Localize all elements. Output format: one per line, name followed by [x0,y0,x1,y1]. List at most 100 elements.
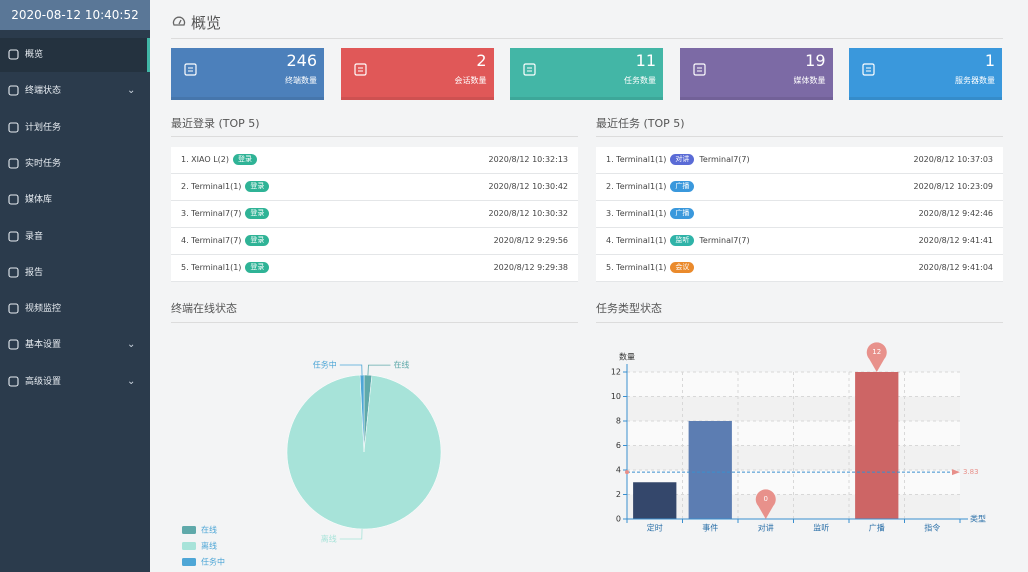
x-tick-label: 监听 [813,523,829,533]
menu-item[interactable]: 视频监控 [0,292,150,326]
legend-label: 任务中 [201,557,225,567]
table-row: 3. Terminal1(1) 广播 2020/8/12 9:42:46 [596,201,1003,228]
y-tick-label: 4 [616,466,621,475]
menu-item[interactable]: 实时任务 [0,147,150,181]
terminal-name: 2. Terminal1(1) [181,182,242,191]
card-label: 服务器数量 [955,76,995,85]
card-value: 1 [984,51,995,70]
menu-icon [8,376,19,387]
slice-label: 任务中 [313,360,337,370]
menu-icon [8,339,19,350]
tag: 监听 [670,235,695,246]
terminal-name: 2. Terminal1(1) [606,182,667,191]
x-tick-label: 事件 [702,523,718,533]
card-icon [184,63,197,76]
tag: 对讲 [670,154,695,165]
table-row: 4. Terminal7(7) 登录 2020/8/12 9:29:56 [171,228,578,255]
chevron: ⌄ [127,339,136,351]
section-title: 最近任务 (TOP 5) [596,117,685,130]
menu-label: 实时任务 [25,158,62,169]
row-time: 2020/8/12 10:37:03 [913,155,994,164]
table-row: 2. Terminal1(1) 广播 2020/8/12 10:23:09 [596,174,1003,201]
menu-item[interactable]: 基本设置 ⌄ [0,328,150,362]
menu-item[interactable]: 录音 [0,220,150,254]
x-tick-label: 对讲 [758,523,774,533]
stat-card: 1 服务器数量 [849,48,1002,100]
row-name: 5. Terminal1(1) 登录 [181,255,270,281]
card-icon [523,63,536,76]
tag: 登录 [245,235,270,246]
terminal-name: 5. Terminal1(1) [606,263,667,272]
row-name: 4. Terminal1(1) 监听 Terminal7(7) [606,228,750,254]
menu-item[interactable]: 概览 [0,38,150,72]
menu-icon [8,49,19,60]
menu-label: 终端状态 [25,86,62,97]
tag: 登录 [245,208,270,219]
table-row: 1. Terminal1(1) 对讲 Terminal7(7) 2020/8/12 1… [596,147,1003,174]
terminal-name: 1. XIAO L(2) [181,155,229,164]
x-tick-label: 指令 [924,523,940,533]
card-value: 11 [635,51,656,70]
card-label: 会话数量 [454,76,487,85]
terminal-name: 5. Terminal1(1) [181,263,242,272]
menu-label: 录音 [25,231,44,242]
pie-slice [286,374,442,530]
table-row: 4. Terminal1(1) 监听 Terminal7(7) 2020/8/12 9… [596,228,1003,255]
row-name: 3. Terminal7(7) 登录 [181,201,270,227]
menu-icon [8,194,19,205]
bar [633,482,677,519]
legend-label: 在线 [201,525,217,535]
y-tick-label: 12 [611,368,621,377]
tag: 广播 [670,181,695,192]
average-arrow [952,469,960,476]
table-row: 3. Terminal7(7) 登录 2020/8/12 10:30:32 [171,201,578,228]
row-name: 4. Terminal7(7) 登录 [181,228,270,254]
mark-pin [866,342,887,372]
target-name: Terminal7(7) [699,155,750,164]
card-value: 246 [286,51,317,70]
row-time: 2020/8/12 10:30:32 [488,209,569,218]
page-title: 概览 [191,14,222,32]
chart-title: 任务类型状态 [596,301,662,315]
x-axis-label: 类型 [970,514,986,524]
card-icon [353,63,367,76]
stat-card: 19 媒体数量 [679,48,833,100]
x-tick-label: 定时 [647,523,663,533]
menu-item[interactable]: 计划任务 [0,111,150,145]
header-icon [172,16,186,26]
menu-icon [8,85,19,96]
y-tick-label: 2 [616,490,621,499]
row-time: 2020/8/12 9:29:56 [493,236,568,245]
menu-item[interactable]: 报告 [0,256,150,290]
row-name: 5. Terminal1(1) 会议 [606,255,695,281]
tag: 登录 [245,262,270,273]
bar [855,372,899,519]
chevron: ⌄ [127,375,136,387]
table-row: 5. Terminal1(1) 登录 2020/8/12 9:29:38 [171,255,578,282]
terminal-name: 3. Terminal7(7) [181,209,242,218]
average-label: 3.83 [963,468,979,476]
row-time: 2020/8/12 10:30:42 [488,182,569,191]
table-row: 1. XIAO L(2) 登录 2020/8/12 10:32:13 [171,147,578,174]
row-name: 3. Terminal1(1) 广播 [606,201,695,227]
card-value: 2 [476,51,487,70]
slice-label: 离线 [321,533,337,543]
label-line [367,364,391,376]
table-row: 5. Terminal1(1) 会议 2020/8/12 9:41:04 [596,255,1003,282]
mark-pin [755,489,776,519]
menu-item[interactable]: 媒体库 [0,183,150,217]
y-axis-label: 数量 [619,352,635,362]
menu-label: 视频监控 [25,304,62,315]
row-name: 1. XIAO L(2) 登录 [181,147,257,173]
section-title: 最近登录 (TOP 5) [171,117,260,130]
pin-label: 0 [764,495,768,503]
menu-item[interactable]: 高级设置 ⌄ [0,365,150,399]
menu-icon [8,230,19,242]
menu-item[interactable]: 终端状态 ⌄ [0,74,150,108]
menu-label: 概览 [25,50,44,60]
legend-swatch [182,526,196,534]
row-time: 2020/8/12 9:41:04 [918,263,993,272]
stat-card: 11 任务数量 [510,48,663,100]
x-tick-label: 广播 [869,523,885,533]
